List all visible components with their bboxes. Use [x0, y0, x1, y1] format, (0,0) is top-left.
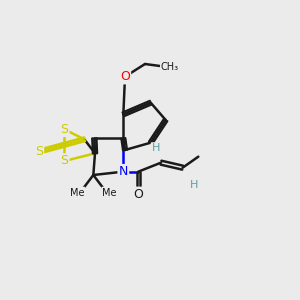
- Text: S: S: [35, 145, 43, 158]
- Text: S: S: [60, 123, 68, 136]
- Text: S: S: [60, 154, 68, 167]
- Text: H: H: [152, 143, 160, 153]
- Text: O: O: [134, 188, 143, 201]
- Text: O: O: [120, 70, 130, 83]
- Text: CH₃: CH₃: [161, 62, 179, 72]
- Text: N: N: [118, 165, 128, 178]
- Text: Me: Me: [70, 188, 84, 198]
- Text: H: H: [190, 180, 198, 190]
- Text: Me: Me: [102, 188, 117, 198]
